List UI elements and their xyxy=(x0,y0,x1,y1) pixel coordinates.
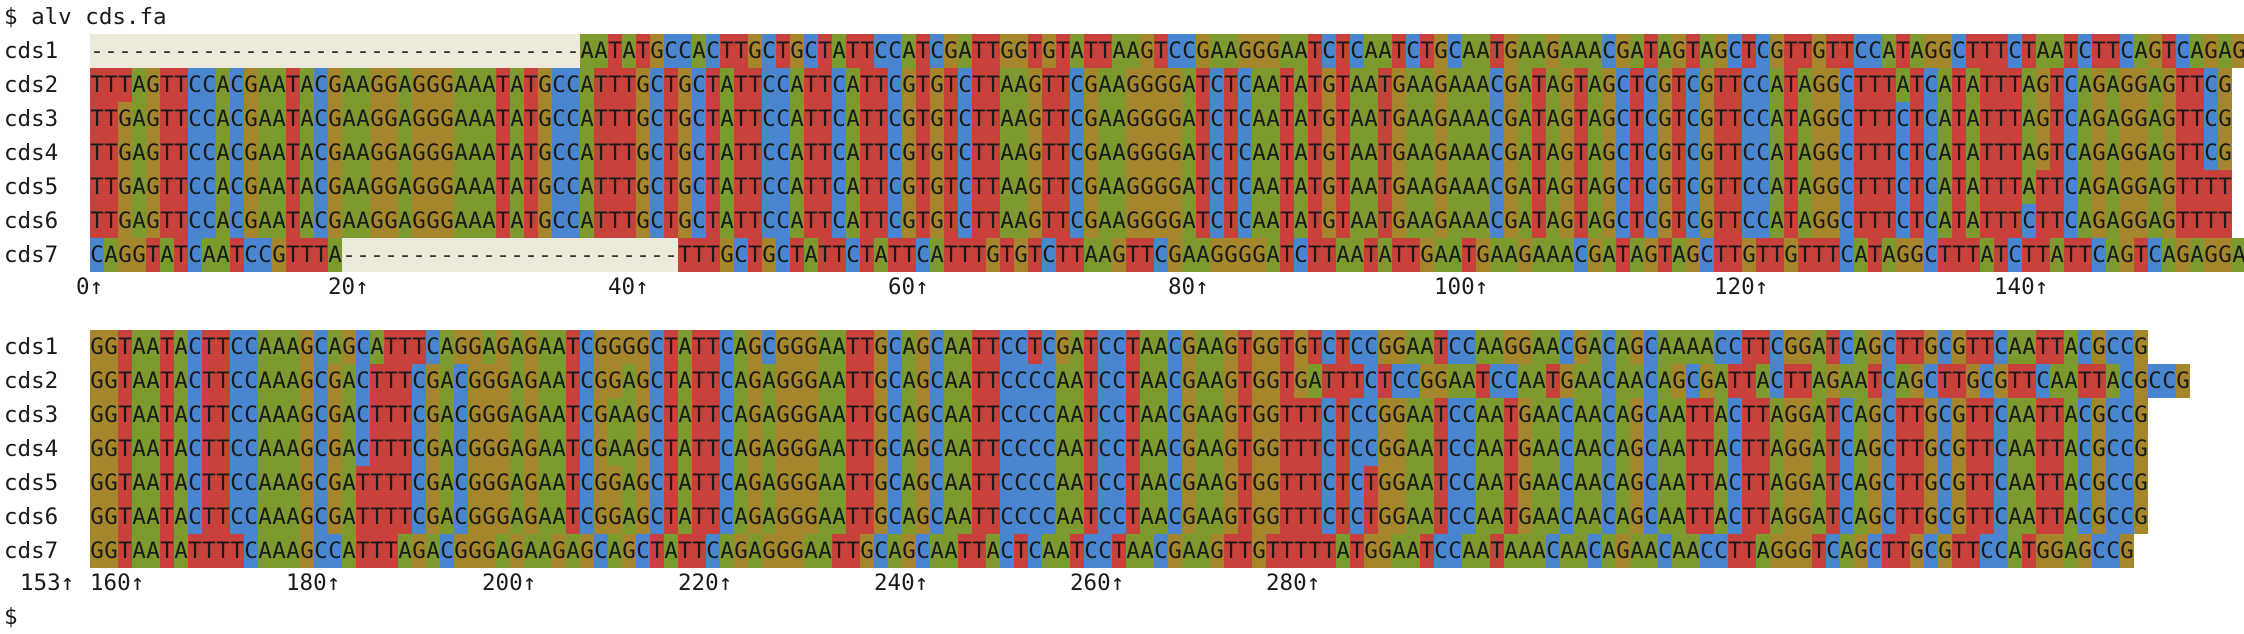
ruler-tick: 240↑ xyxy=(874,570,929,596)
ruler-tick: 280↑ xyxy=(1266,570,1321,596)
alignment-row-cds5: cds5 T T G A G T T C C A C G A A T A C G A A G G A G G G A A A T A T G C C A… xyxy=(4,170,2240,204)
ruler-tick: 0↑ xyxy=(76,274,104,300)
alignment-row-cds1: cds1 - - - - - - - - - - - - - - - - - - - - - - - - - - - - - - - - - - - A… xyxy=(4,34,2244,68)
ruler-tick: 60↑ xyxy=(888,274,929,300)
ruler-tick: 100↑ xyxy=(1434,274,1489,300)
sequence-label: cds7 xyxy=(4,538,59,564)
ruler-tick: 200↑ xyxy=(482,570,537,596)
ruler-tick: 160↑ xyxy=(90,570,145,596)
ruler-tick: 120↑ xyxy=(1714,274,1769,300)
ruler-tick: 153↑ xyxy=(20,570,75,596)
command-line: $ alv cds.fa xyxy=(4,4,167,30)
ruler-tick: 180↑ xyxy=(286,570,341,596)
ruler-tick: 260↑ xyxy=(1070,570,1125,596)
position-ruler: 0↑ 20↑ 40↑ 60↑ 80↑ 100↑ 120↑ 140↑ xyxy=(4,272,2240,304)
alignment-row-cds1: cds1 G G T A A T A C T T C C A A A G C A G C A T T T C A G G A G A G A A T C… xyxy=(4,330,2240,364)
terminal-window: $ alv cds.fa cds1 - - - - - - - - - - - - - - - - - - - - - - -… xyxy=(4,0,2244,634)
alignment-row-cds4: cds4 G G T A A T A C T T C C A A A G C G A C T T T C G A C G G G A G A A T C… xyxy=(4,432,2240,466)
ruler-tick: 40↑ xyxy=(608,274,649,300)
alignment-row-cds2: cds2 G G T A A T A C T T C C A A A G C G A C T T T C G A C G G G A G A A T C… xyxy=(4,364,2240,398)
alignment-row-cds5: cds5 G G T A A T A C T T C C A A A G C G A T T T T C G A C G G G A G A A T C… xyxy=(4,466,2240,500)
ruler-tick: 220↑ xyxy=(678,570,733,596)
alignment-block-1: cds1 - - - - - - - - - - - - - - - - - - - - - - - - - - - - - - - - - - - A… xyxy=(4,34,2244,304)
sequence-label: cds5 xyxy=(4,174,59,200)
alignment-row-cds4: cds4 T T G A G T T C C A C G A A T A C G A A G G A G G G A A A T A T G C C A… xyxy=(4,136,2240,170)
block-spacer xyxy=(4,304,2240,330)
alignment-row-cds7: cds7 C A G G T A T C A A T C C G T T T A - - - - - - - - - - - - - - - - - -… xyxy=(4,238,2244,272)
alignment-row-cds3: cds3 G G T A A T A C T T C C A A A G C G A C T T T C G A C G G G A G A A T C… xyxy=(4,398,2240,432)
shell-prompt[interactable]: $ xyxy=(4,604,18,630)
sequence-label: cds3 xyxy=(4,402,59,428)
ruler-tick: 20↑ xyxy=(328,274,369,300)
alignment-row-cds7: cds7 G G T A A T A T T T T C A A A G C C A T T T A G A C G G G A G A A G A G… xyxy=(4,534,2240,568)
sequence-label: cds6 xyxy=(4,208,59,234)
sequence-label: cds2 xyxy=(4,72,59,98)
sequence-label: cds1 xyxy=(4,38,59,64)
sequence-label: cds1 xyxy=(4,334,59,360)
alignment-row-cds3: cds3 T T G A G T T C C A C G A A T A C G A A G G A G G G A A A T A T G C C A… xyxy=(4,102,2240,136)
sequence-label: cds4 xyxy=(4,436,59,462)
alignment-row-cds6: cds6 G G T A A T A C T T C C A A A G C G A T T T T C G A C G G G A G A A T C… xyxy=(4,500,2240,534)
sequence-label: cds4 xyxy=(4,140,59,166)
alignment-row-cds2: cds2 T T T A G T T C C A C G A A T A C G A A G G A G G G A A A T A T G C C A… xyxy=(4,68,2240,102)
sequence-label: cds3 xyxy=(4,106,59,132)
sequence-label: cds2 xyxy=(4,368,59,394)
position-ruler: 153↑ 160↑ 180↑ 200↑ 220↑ 240↑ 260↑ 280↑ xyxy=(4,568,2240,600)
alignment-block-2: cds1 G G T A A T A C T T C C A A A G C A G C A T T T C A G G A G A G A A T C… xyxy=(4,330,2240,600)
ruler-tick: 80↑ xyxy=(1168,274,1209,300)
alignment-row-cds6: cds6 T T G A G T T C C A C G A A T A C G A A G G A G G G A A A T A T G C C A… xyxy=(4,204,2240,238)
sequence-label: cds7 xyxy=(4,242,59,268)
ruler-tick: 140↑ xyxy=(1994,274,2049,300)
sequence-label: cds6 xyxy=(4,504,59,530)
sequence-label: cds5 xyxy=(4,470,59,496)
